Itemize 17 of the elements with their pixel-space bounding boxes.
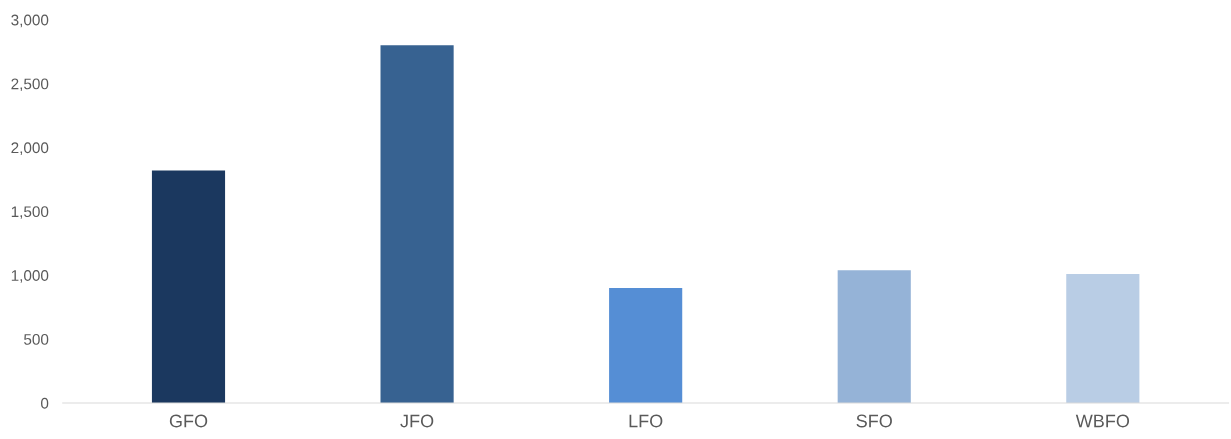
y-tick-label: 2,500 xyxy=(11,78,49,92)
y-tick-label: 0 xyxy=(40,397,49,409)
y-tick-label: 3,000 xyxy=(11,14,49,28)
y-tick-label: 1,500 xyxy=(11,206,49,219)
x-tick-label: GFO xyxy=(169,414,208,428)
x-tick-label: LFO xyxy=(629,414,663,428)
x-tick-label: SFO xyxy=(856,414,892,428)
bar xyxy=(380,45,454,403)
x-tick-label: JFO xyxy=(400,414,434,428)
bar xyxy=(1066,273,1140,403)
bar xyxy=(609,288,683,403)
y-tick-label: 500 xyxy=(24,334,49,345)
x-tick-label: WBFO xyxy=(1075,414,1130,428)
bar xyxy=(837,270,911,403)
y-tick-label: 1,000 xyxy=(11,270,49,283)
bar xyxy=(151,170,226,403)
y-tick-label: 2,000 xyxy=(11,142,49,155)
